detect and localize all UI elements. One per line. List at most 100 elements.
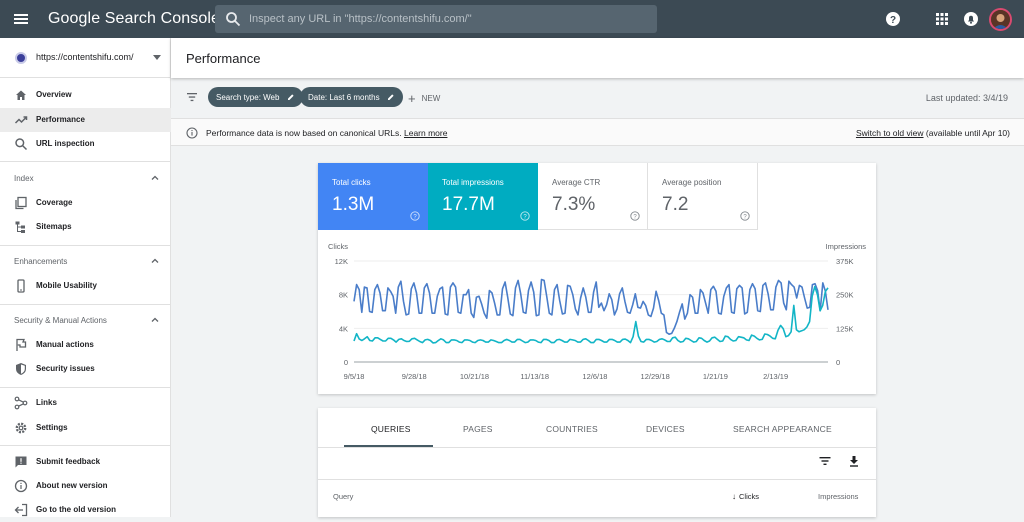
sidebar-item-overview[interactable]: Overview [0,83,171,107]
help-circle-icon[interactable]: ? [410,211,420,221]
switch-to-old-view-link[interactable]: Switch to old view [855,128,924,138]
smartphone-icon [17,279,25,293]
sidebar-item-mobile-usability[interactable]: Mobile Usability [0,274,171,298]
avatar-image [991,10,1010,29]
page-title: Performance [186,51,261,66]
y-tick-label: 12K [335,257,348,266]
column-header-impressions[interactable]: Impressions [818,492,859,501]
chip-label: Search type: Web [216,93,280,102]
filter-icon[interactable] [818,454,832,468]
divider [0,161,171,162]
x-tick-label: 1/21/19 [703,372,728,381]
property-favicon [15,52,27,64]
main-content: Performance Search type: Web Date: Last … [171,38,1024,517]
sidebar-item-label: Coverage [36,198,73,207]
notice-message: Performance data is now based on canonic… [206,128,402,138]
download-icon[interactable] [847,454,861,468]
x-tick-label: 12/6/18 [582,372,607,381]
tab-pages[interactable]: PAGES [463,424,493,434]
x-tick-label: 9/5/18 [344,372,365,381]
exit-icon [14,503,28,517]
notifications-icon[interactable] [963,11,979,27]
sidebar-item-links[interactable]: Links [0,391,171,415]
switch-view-text: Switch to old view (available until Apr … [856,128,1010,138]
sidebar-item-label: Performance [36,115,85,124]
metric-average-position[interactable]: Average position 7.2 ? [648,163,758,230]
sidebar-item-label: Manual actions [36,340,94,349]
sidebar-item-old-version[interactable]: Go to the old version [0,498,171,522]
metric-label: Average CTR [552,178,601,187]
section-enhancements-header[interactable]: Enhancements [14,257,68,266]
column-header-query[interactable]: Query [333,492,354,501]
sidebar-item-submit-feedback[interactable]: Submit feedback [0,450,171,474]
column-header-clicks-label: Clicks [739,492,759,501]
x-tick-label: 9/28/18 [402,372,427,381]
filter-icon[interactable] [186,91,198,103]
sidebar-item-label: URL inspection [36,139,95,148]
help-circle-icon[interactable]: ? [630,211,640,221]
y2-tick-label: 375K [836,257,854,266]
property-selector[interactable]: https://contentshifu.com/ [0,38,171,78]
chevron-up-icon[interactable] [150,256,160,266]
page-header: Performance [171,38,1024,78]
metric-value: 17.7M [442,194,495,215]
switch-availability-note: (available until Apr 10) [925,128,1010,138]
sidebar-item-label: Mobile Usability [36,281,97,290]
divider [0,304,171,305]
chevron-up-icon[interactable] [150,173,160,183]
metric-label: Total impressions [442,178,504,187]
tab-queries[interactable]: QUERIES [371,424,411,434]
y-axis-title-right: Impressions [826,242,867,251]
active-tab-indicator [344,445,433,447]
links-icon [14,396,28,410]
performance-chart-card: Total clicks 1.3M ? Total impressions 17… [318,163,876,394]
chevron-down-icon [153,55,161,60]
sidebar-item-url-inspection[interactable]: URL inspection [0,132,171,156]
chevron-up-icon[interactable] [150,315,160,325]
help-circle-icon[interactable]: ? [740,211,750,221]
metric-average-ctr[interactable]: Average CTR 7.3% ? [538,163,648,230]
date-filter-chip[interactable]: Date: Last 6 months [300,87,403,107]
learn-more-link[interactable]: Learn more [403,128,448,138]
metric-value: 7.3% [552,194,596,215]
x-tick-label: 12/29/18 [641,372,670,381]
search-type-filter-chip[interactable]: Search type: Web [208,87,303,107]
sidebar-item-about-new-version[interactable]: About new version [0,474,171,498]
sidebar-item-sitemaps[interactable]: Sitemaps [0,215,171,239]
app-header: Google Search Console ? [0,0,1024,38]
tab-devices[interactable]: DEVICES [646,424,685,434]
svg-text:?: ? [633,214,637,220]
column-header-clicks[interactable]: ↓ Clicks [732,492,759,501]
sidebar-item-settings[interactable]: Settings [0,416,171,440]
section-security-header[interactable]: Security & Manual Actions [14,316,107,325]
metric-label: Average position [662,178,722,187]
sidebar-item-manual-actions[interactable]: Manual actions [0,333,171,357]
metric-total-clicks[interactable]: Total clicks 1.3M ? [318,163,428,230]
menu-icon[interactable] [13,11,29,27]
account-avatar[interactable] [989,8,1012,31]
help-icon[interactable]: ? [885,11,901,27]
apps-grid-icon[interactable] [934,11,950,27]
sidebar-item-performance[interactable]: Performance [0,108,171,132]
x-axis-ticks: 9/5/18 9/28/18 10/21/18 11/13/18 12/6/18 12/2… [344,372,789,381]
url-inspect-search[interactable] [215,5,657,33]
metric-value: 1.3M [332,194,375,215]
sidebar-item-security-issues[interactable]: Security issues [0,357,171,381]
new-filter-button[interactable]: + NEW [408,91,440,106]
chip-label: Date: Last 6 months [308,93,380,102]
x-tick-label: 10/21/18 [460,372,489,381]
app-title[interactable]: Google Search Console [48,10,220,27]
svg-text:?: ? [523,214,527,220]
help-circle-icon[interactable]: ? [520,211,530,221]
section-index-header[interactable]: Index [14,174,34,183]
performance-line-chart[interactable]: Clicks Impressions 12K 8K 4K 0 375K 250K 125K… [318,235,876,390]
home-icon [16,90,26,100]
tab-search-appearance[interactable]: SEARCH APPEARANCE [733,424,832,434]
metric-total-impressions[interactable]: Total impressions 17.7M ? [428,163,538,230]
search-input[interactable] [249,9,639,29]
y-axis-left-ticks: 12K 8K 4K 0 [335,257,348,367]
y-tick-label: 4K [339,324,348,333]
sidebar-item-label: Overview [36,90,72,99]
sidebar-item-coverage[interactable]: Coverage [0,191,171,215]
tab-countries[interactable]: COUNTRIES [546,424,598,434]
